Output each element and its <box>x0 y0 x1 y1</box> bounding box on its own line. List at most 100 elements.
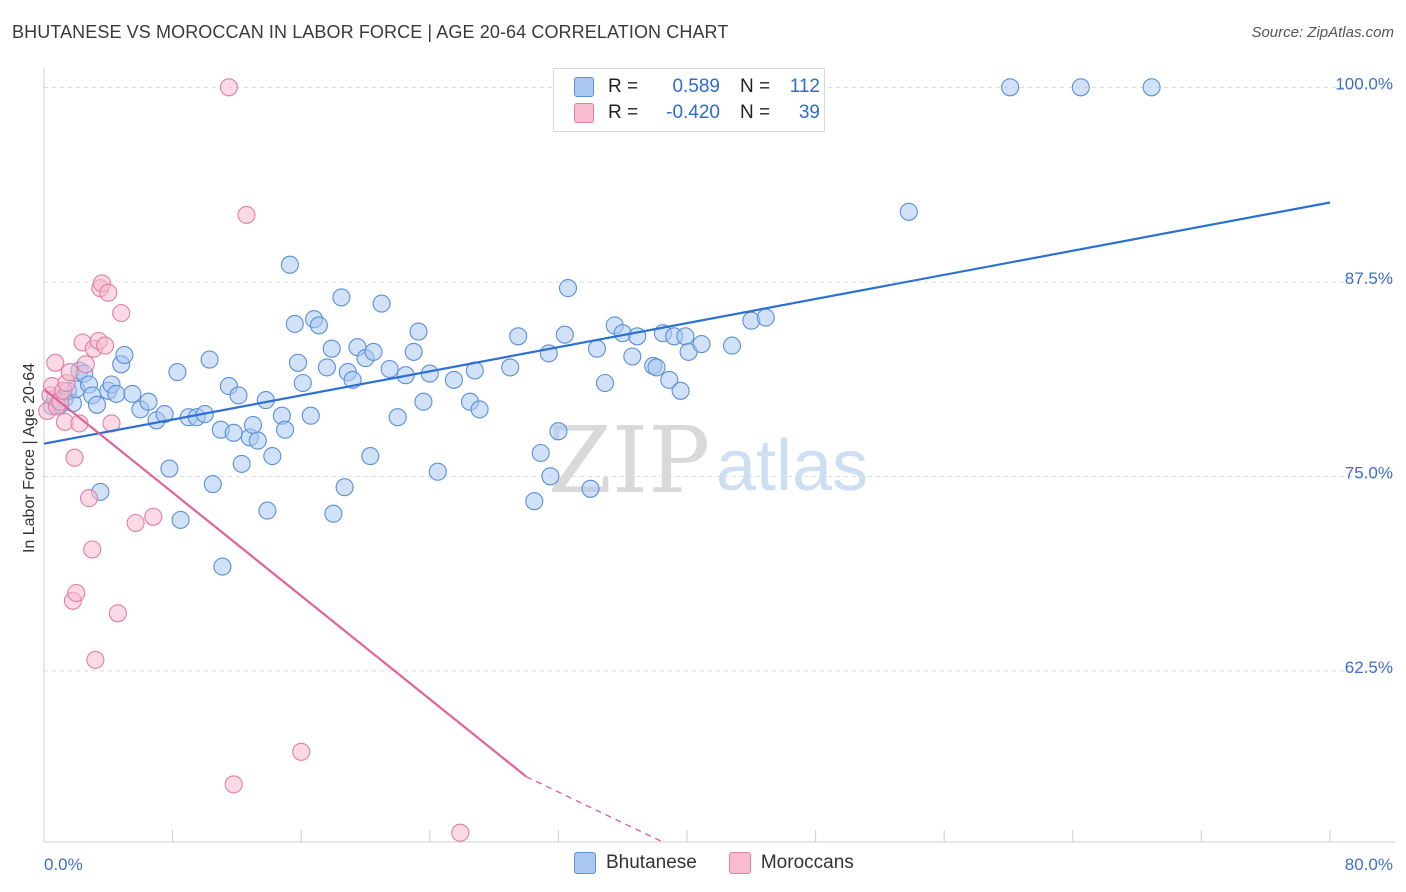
data-point-bhutanese <box>203 475 222 494</box>
data-point-moroccans <box>237 205 256 224</box>
data-point-moroccans <box>46 353 65 372</box>
data-point-bhutanese <box>676 327 695 346</box>
data-point-bhutanese <box>692 335 711 354</box>
data-point-bhutanese <box>595 373 615 393</box>
data-point-bhutanese <box>276 420 295 439</box>
data-point-bhutanese <box>123 384 142 403</box>
data-point-bhutanese <box>248 431 267 450</box>
trend-line-moroccans <box>43 388 527 778</box>
watermark: ZIP atlas <box>548 407 868 514</box>
legend-r-value: -0.420 <box>666 102 720 123</box>
data-point-bhutanese <box>232 454 251 473</box>
data-point-moroccans <box>144 507 163 526</box>
data-point-bhutanese <box>660 370 679 389</box>
data-point-bhutanese <box>671 381 690 400</box>
data-point-bhutanese <box>509 327 528 346</box>
legend-n-value: 39 <box>798 102 820 123</box>
data-point-bhutanese <box>587 339 607 358</box>
data-point-bhutanese <box>581 479 600 498</box>
legend-n-label: N = <box>740 76 771 97</box>
data-point-bhutanese <box>229 386 248 405</box>
data-point-bhutanese <box>414 392 433 411</box>
data-point-bhutanese <box>555 325 574 344</box>
data-point-bhutanese <box>428 462 447 481</box>
data-points <box>38 78 1161 842</box>
stats-legend: R = 0.589 N = 112 R = -0.420 N = 39 <box>553 68 825 132</box>
legend-label-moroccans: Moroccans <box>760 852 854 873</box>
data-point-bhutanese <box>409 322 428 341</box>
data-point-moroccans <box>292 742 311 761</box>
watermark-zip: ZIP <box>548 407 710 514</box>
data-point-bhutanese <box>380 359 399 379</box>
data-point-bhutanese <box>168 363 187 382</box>
data-point-moroccans <box>60 363 79 382</box>
data-point-bhutanese <box>541 467 560 486</box>
y-tick-label: 100.0% <box>1335 74 1393 93</box>
x-tick-label: 80.0% <box>1345 855 1393 874</box>
data-point-moroccans <box>126 513 145 533</box>
data-point-bhutanese <box>115 345 134 365</box>
data-point-bhutanese <box>317 358 336 377</box>
data-point-moroccans <box>224 775 243 794</box>
data-point-bhutanese <box>309 316 328 335</box>
data-point-bhutanese <box>525 492 544 511</box>
data-point-bhutanese <box>263 447 282 466</box>
data-point-moroccans <box>65 448 84 467</box>
legend-item-moroccans[interactable]: Moroccans <box>728 852 854 874</box>
data-point-bhutanese <box>558 279 578 298</box>
data-point-bhutanese <box>160 459 179 478</box>
data-point-moroccans <box>219 78 238 97</box>
data-point-bhutanese <box>501 358 520 377</box>
data-point-bhutanese <box>420 364 439 383</box>
data-point-bhutanese <box>171 510 190 529</box>
chart-title: BHUTANESE VS MOROCCAN IN LABOR FORCE | A… <box>12 22 729 42</box>
trend-line-bhutanese <box>43 201 1331 445</box>
data-point-bhutanese <box>722 336 742 355</box>
data-point-bhutanese <box>200 350 219 369</box>
legend-swatch-moroccans <box>574 103 594 123</box>
x-tick-label: 0.0% <box>44 855 83 874</box>
data-point-bhutanese <box>332 288 351 307</box>
data-point-bhutanese <box>335 478 354 497</box>
y-axis-title: In Labor Force | Age 20-64 <box>21 363 38 553</box>
legend-n-label: N = <box>740 102 771 123</box>
legend-row-bhutanese: R = 0.589 N = 112 <box>574 74 820 100</box>
data-point-bhutanese <box>324 504 343 523</box>
legend-swatch-moroccans <box>728 852 751 874</box>
data-point-bhutanese <box>139 392 158 411</box>
data-point-bhutanese <box>1001 78 1020 97</box>
data-point-bhutanese <box>280 255 299 274</box>
data-point-bhutanese <box>647 358 666 377</box>
data-point-bhutanese <box>293 373 312 393</box>
source-label: Source: ZipAtlas.com <box>1251 24 1394 41</box>
data-point-moroccans <box>67 583 86 603</box>
data-point-moroccans <box>86 650 105 669</box>
data-point-bhutanese <box>756 308 775 327</box>
legend-r-label: R = <box>608 102 639 123</box>
axis-labels: 62.5% 75.0% 87.5% 100.0% 0.0% 80.0% In Labor F… <box>21 74 1393 874</box>
data-point-moroccans <box>112 303 131 323</box>
data-point-moroccans <box>76 355 95 374</box>
data-point-moroccans <box>99 283 118 302</box>
y-tick-label: 75.0% <box>1345 463 1393 482</box>
data-point-bhutanese <box>388 408 407 427</box>
data-point-moroccans <box>96 336 115 355</box>
legend-n-value: 112 <box>789 76 820 97</box>
y-tick-label: 87.5% <box>1345 269 1393 288</box>
data-point-bhutanese <box>404 342 423 361</box>
legend-item-bhutanese[interactable]: Bhutanese <box>574 852 697 874</box>
data-point-bhutanese <box>258 501 277 520</box>
series-legend: Bhutanese Moroccans <box>574 852 886 874</box>
data-point-bhutanese <box>444 370 463 389</box>
data-point-moroccans <box>451 823 470 842</box>
data-point-bhutanese <box>288 353 308 372</box>
legend-swatch-bhutanese <box>574 852 596 874</box>
data-point-bhutanese <box>243 415 263 435</box>
legend-r-value: 0.589 <box>672 76 720 97</box>
data-point-bhutanese <box>301 406 320 425</box>
legend-label-bhutanese: Bhutanese <box>606 852 697 873</box>
trend-lines <box>43 201 1331 843</box>
data-point-bhutanese <box>1071 78 1090 97</box>
legend-r-label: R = <box>608 76 639 97</box>
